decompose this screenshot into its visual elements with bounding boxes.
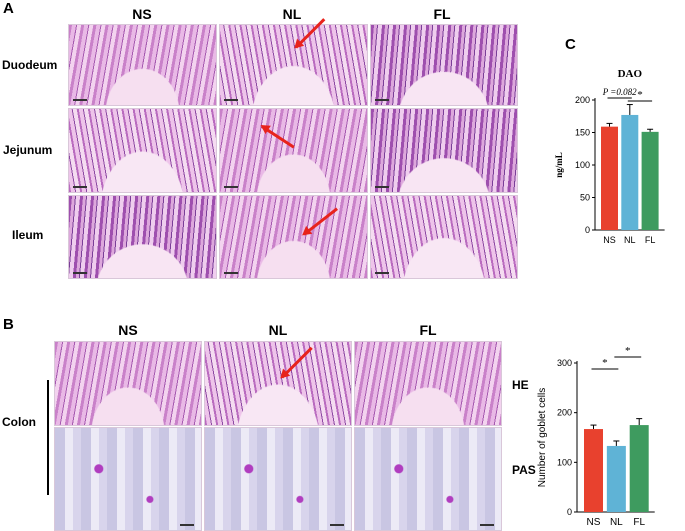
significance-annotation: *: [625, 345, 631, 357]
micrograph-duodenum-ns: [68, 24, 217, 106]
row-label-pas: PAS: [512, 463, 536, 477]
panel-b-letter: B: [3, 316, 14, 333]
bar-fl: [629, 425, 649, 512]
micrograph-duodenum-fl: [370, 24, 518, 106]
y-tick-label: 150: [575, 128, 590, 138]
category-label: NS: [587, 517, 601, 528]
colon-bracket-line: [47, 380, 49, 495]
category-label: FL: [645, 235, 656, 245]
goblet-chart: 0 100 200 300 Number of goblet cells NS NL FL * *: [537, 345, 655, 528]
row-label-he: HE: [512, 378, 529, 392]
category-label: FL: [633, 517, 645, 528]
panel-a-col-fl: FL: [433, 6, 451, 22]
micrograph-jejunum-nl: [219, 108, 368, 193]
micrograph-jejunum-fl: [370, 108, 518, 193]
micrograph-colon-he-fl: [354, 341, 502, 426]
y-axis-label: ng/mL: [554, 152, 564, 178]
panel-a-col-nl: NL: [282, 6, 302, 22]
micrograph-duodenum-nl: [219, 24, 368, 106]
micrograph-ileum-fl: [370, 195, 518, 279]
significance-annotation: P =0.082: [602, 87, 637, 97]
panel-c-letter: C: [565, 36, 576, 53]
bar-nl: [606, 445, 626, 512]
category-label: NS: [603, 235, 616, 245]
bar-ns: [601, 126, 618, 230]
y-tick-label: 200: [575, 95, 590, 105]
micrograph-colon-he-nl: [204, 341, 352, 426]
category-label: NL: [610, 517, 623, 528]
panel-a-letter: A: [3, 0, 14, 17]
group-label-colon: Colon: [2, 415, 36, 429]
row-label-ileum: Ileum: [12, 228, 44, 242]
significance-annotation: *: [602, 357, 608, 369]
bar-ns: [584, 429, 603, 512]
y-tick-label: 100: [557, 457, 572, 467]
panel-b-col-ns: NS: [118, 322, 138, 338]
y-tick-label: 0: [585, 225, 590, 235]
y-tick-label: 100: [575, 160, 590, 170]
bar-nl: [621, 114, 639, 230]
y-tick-label: 0: [567, 507, 572, 517]
chart-title: DAO: [618, 68, 643, 80]
dao-chart: 0 50 100 150 200 ng/mL DAO NS NL FL P =0.082 *: [554, 68, 665, 245]
row-label-duodeum: Duodeum: [2, 58, 58, 72]
micrograph-colon-pas-ns: [54, 427, 202, 531]
significance-annotation: *: [637, 89, 643, 101]
panel-b-col-nl: NL: [268, 322, 288, 338]
micrograph-colon-pas-nl: [204, 427, 352, 531]
micrograph-colon-pas-fl: [354, 427, 502, 531]
micrograph-ileum-ns: [68, 195, 217, 279]
y-tick-label: 300: [557, 358, 572, 368]
row-label-jejunum: Jejunum: [3, 143, 53, 157]
panel-a-col-ns: NS: [132, 6, 152, 22]
category-label: NL: [624, 235, 636, 245]
panel-b-col-fl: FL: [419, 322, 437, 338]
bar-fl: [641, 131, 659, 230]
y-tick-label: 200: [557, 408, 572, 418]
micrograph-colon-he-ns: [54, 341, 202, 426]
y-axis-label: Number of goblet cells: [537, 388, 548, 488]
micrograph-jejunum-ns: [68, 108, 217, 193]
y-tick-label: 50: [580, 193, 590, 203]
micrograph-ileum-nl: [219, 195, 368, 279]
